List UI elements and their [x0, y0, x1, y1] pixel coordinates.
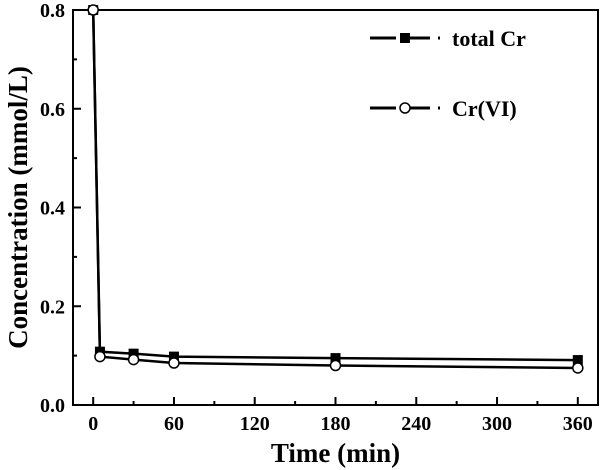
x-tick-label: 300: [482, 413, 512, 435]
data-point: [168, 357, 180, 369]
series-line: [91, 9, 578, 370]
x-axis: 0 60 120 180 240 300 360: [88, 397, 593, 435]
legend: total Cr Cr(VI): [370, 26, 526, 121]
x-tick-label: 60: [164, 413, 184, 435]
y-tick-label: 0.0: [40, 395, 65, 417]
y-axis-title: Concentration (mmol/L): [3, 66, 33, 349]
legend-item: total Cr: [370, 26, 526, 51]
y-tick-label: 0.2: [40, 296, 65, 318]
data-point: [127, 353, 140, 366]
x-tick-label: 120: [240, 413, 270, 435]
data-point: [168, 351, 179, 362]
data-point: [330, 353, 341, 364]
plot-frame: [72, 9, 599, 406]
legend-marker: [400, 33, 410, 43]
y-axis: 0.0 0.2 0.4 0.6 0.8: [40, 0, 81, 417]
legend-marker: [399, 102, 411, 114]
data-point: [572, 355, 583, 366]
data-point: [572, 362, 584, 374]
x-axis-title: Time (min): [271, 438, 400, 468]
data-point: [94, 350, 106, 363]
series-0: [88, 5, 583, 366]
series-1: [87, 4, 584, 374]
y-tick-label: 0.6: [40, 99, 65, 121]
legend-label: total Cr: [452, 26, 526, 51]
x-tick-label: 180: [321, 413, 351, 435]
y-tick-label: 0.4: [40, 198, 65, 220]
legend-label: Cr(VI): [452, 96, 517, 121]
data-point: [128, 348, 139, 359]
x-tick-label: 240: [401, 413, 431, 435]
x-tick-label: 360: [563, 413, 593, 435]
series-line: [91, 9, 578, 362]
plot-area: [72, 9, 599, 406]
series-layer: [87, 4, 584, 374]
data-point: [87, 4, 99, 16]
x-tick-label: 0: [88, 413, 98, 435]
y-tick-label: 0.8: [40, 0, 65, 22]
legend-item: Cr(VI): [370, 96, 517, 121]
data-point: [329, 359, 342, 372]
